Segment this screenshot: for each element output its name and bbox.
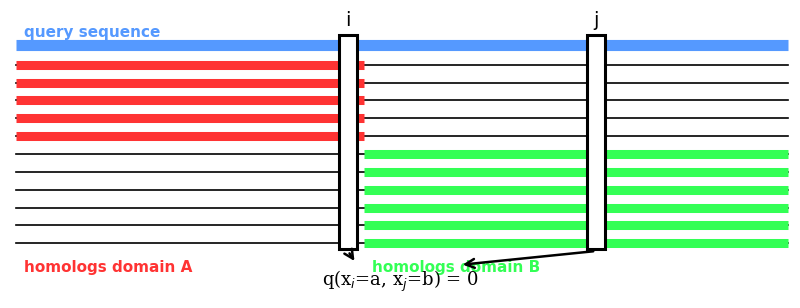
Text: homologs domain B: homologs domain B — [372, 260, 540, 275]
Text: i: i — [346, 11, 350, 30]
Text: q(x$_i$=a, x$_j$=b) = 0: q(x$_i$=a, x$_j$=b) = 0 — [322, 269, 478, 294]
Bar — [339, 35, 357, 249]
Text: j: j — [594, 11, 598, 30]
Text: homologs domain A: homologs domain A — [24, 260, 192, 275]
Text: query sequence: query sequence — [24, 25, 160, 40]
Bar — [587, 35, 605, 249]
